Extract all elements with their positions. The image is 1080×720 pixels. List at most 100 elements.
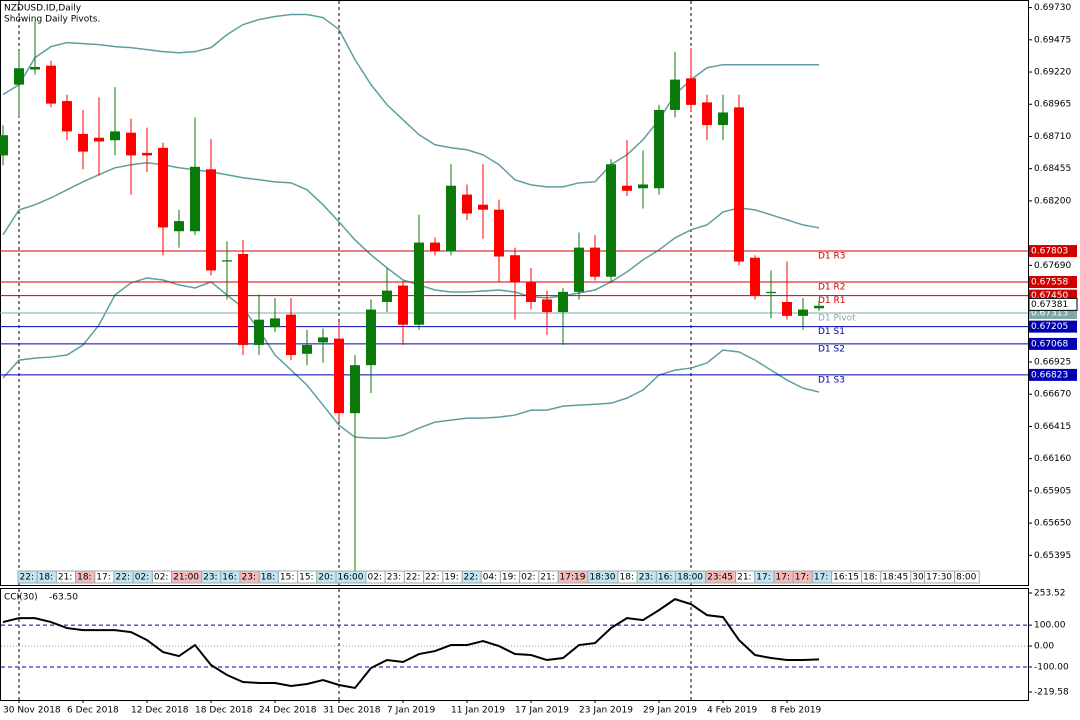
candle-body: [734, 107, 744, 262]
candle-body: [462, 194, 472, 214]
candle-body: [558, 291, 568, 313]
time-label: 17:: [96, 573, 110, 583]
time-label: 8:00: [956, 573, 976, 583]
time-label: 02:: [521, 573, 535, 583]
time-label: 23:: [639, 573, 653, 583]
candle-body: [622, 185, 632, 191]
time-label: 21:: [58, 573, 72, 583]
pivot-price: 0.67205: [1031, 322, 1068, 332]
pivot-label: D1 S2: [818, 344, 845, 354]
time-label: 18:: [39, 573, 53, 583]
y-tick-label: 0.65905: [1034, 486, 1071, 496]
y-tick-label: 0.68455: [1034, 164, 1071, 174]
band-upper: [2, 13, 819, 188]
time-label: 22:: [116, 573, 130, 583]
candle-body: [14, 68, 24, 85]
candle-body: [670, 79, 680, 110]
candle-body: [270, 318, 280, 328]
last-price: 0.67381: [1031, 300, 1068, 310]
y-tick-label: 0.68200: [1034, 196, 1071, 206]
time-label: 19:: [444, 573, 458, 583]
x-tick-label: 29 Jan 2019: [643, 706, 697, 716]
time-label: 15:: [299, 573, 313, 583]
candle-body: [798, 309, 808, 316]
candle-body: [606, 164, 616, 277]
pivot-price: 0.67450: [1031, 291, 1068, 301]
time-label: 16:: [658, 573, 672, 583]
y-tick-label: 0.66925: [1034, 357, 1071, 367]
time-label: 16:: [222, 573, 236, 583]
time-label: 17:: [795, 573, 809, 583]
time-label: 18:00: [677, 573, 703, 583]
y-tick-label: -100.00: [1034, 662, 1069, 672]
time-label: 22:: [425, 573, 439, 583]
candle-body: [430, 242, 440, 252]
time-box: [954, 570, 980, 584]
time-label: 22:: [464, 573, 478, 583]
y-tick-label: 0.69475: [1034, 35, 1071, 45]
candle-body: [78, 133, 88, 152]
time-label: 23:: [242, 573, 256, 583]
y-tick-label: 0.68965: [1034, 100, 1071, 110]
time-label: 18:30: [590, 573, 616, 583]
candle-body: [510, 255, 520, 282]
candle-body: [158, 147, 168, 228]
time-label: 22:: [20, 573, 34, 583]
time-label: 17:: [756, 573, 770, 583]
time-label: 02:: [135, 573, 149, 583]
x-tick-label: 23 Jan 2019: [579, 706, 633, 716]
candle-body: [574, 247, 584, 292]
y-tick-label: 0.66670: [1034, 390, 1071, 400]
candle-body: [174, 221, 184, 232]
time-label: 23:: [387, 573, 401, 583]
time-label: 21:00: [173, 573, 199, 583]
pivot-label: D1 R1: [818, 296, 846, 306]
pivot-price: 0.67803: [1031, 247, 1068, 257]
time-label: 23:45: [707, 573, 733, 583]
y-tick-label: 0.65395: [1034, 551, 1071, 561]
time-label: 21:: [737, 573, 751, 583]
candle-body: [62, 101, 72, 132]
time-label: 18:45: [882, 573, 908, 583]
x-tick-label: 24 Dec 2018: [259, 706, 317, 716]
candle-body: [366, 309, 376, 366]
y-tick-label: 100.00: [1034, 621, 1066, 631]
candle-body: [686, 78, 696, 105]
pivot-label: D1 S1: [818, 327, 845, 337]
candle-body: [350, 365, 360, 414]
time-label: 22:: [406, 573, 420, 583]
x-tick-label: 7 Jan 2019: [387, 706, 435, 716]
x-tick-label: 30 Nov 2018: [3, 706, 61, 716]
pivot-label: D1 R3: [818, 252, 846, 262]
y-tick-label: -219.58: [1034, 688, 1069, 698]
candle-body: [654, 109, 664, 189]
pivot-price-box: [1029, 276, 1077, 289]
cci-current: -63.50: [49, 593, 78, 603]
time-label: 18:: [261, 573, 275, 583]
time-label: 17:30: [926, 573, 952, 583]
time-label: 17:19: [560, 573, 586, 583]
cci-frame: [0, 588, 1029, 701]
candle-body: [30, 66, 40, 70]
candle-body: [302, 344, 312, 354]
candle-body: [222, 260, 232, 262]
pivot-price: 0.67068: [1031, 339, 1068, 349]
y-tick-label: 0.00: [1034, 642, 1054, 652]
candle-body: [254, 319, 264, 345]
candle-body: [238, 253, 248, 345]
price-frame: [0, 0, 1029, 586]
pivot-price: 0.67313: [1031, 308, 1068, 318]
pivot-price-box: [1029, 320, 1077, 333]
x-tick-label: 31 Dec 2018: [323, 706, 381, 716]
time-label: 18:: [620, 573, 634, 583]
time-label: 23:: [203, 573, 217, 583]
candle-body: [702, 102, 712, 126]
time-label: 20:: [318, 573, 332, 583]
candle-body: [766, 291, 776, 294]
x-tick-label: 11 Jan 2019: [451, 706, 505, 716]
band-lower: [2, 277, 820, 439]
candle-body: [126, 132, 136, 156]
cci-title: CCI(30): [4, 593, 38, 603]
